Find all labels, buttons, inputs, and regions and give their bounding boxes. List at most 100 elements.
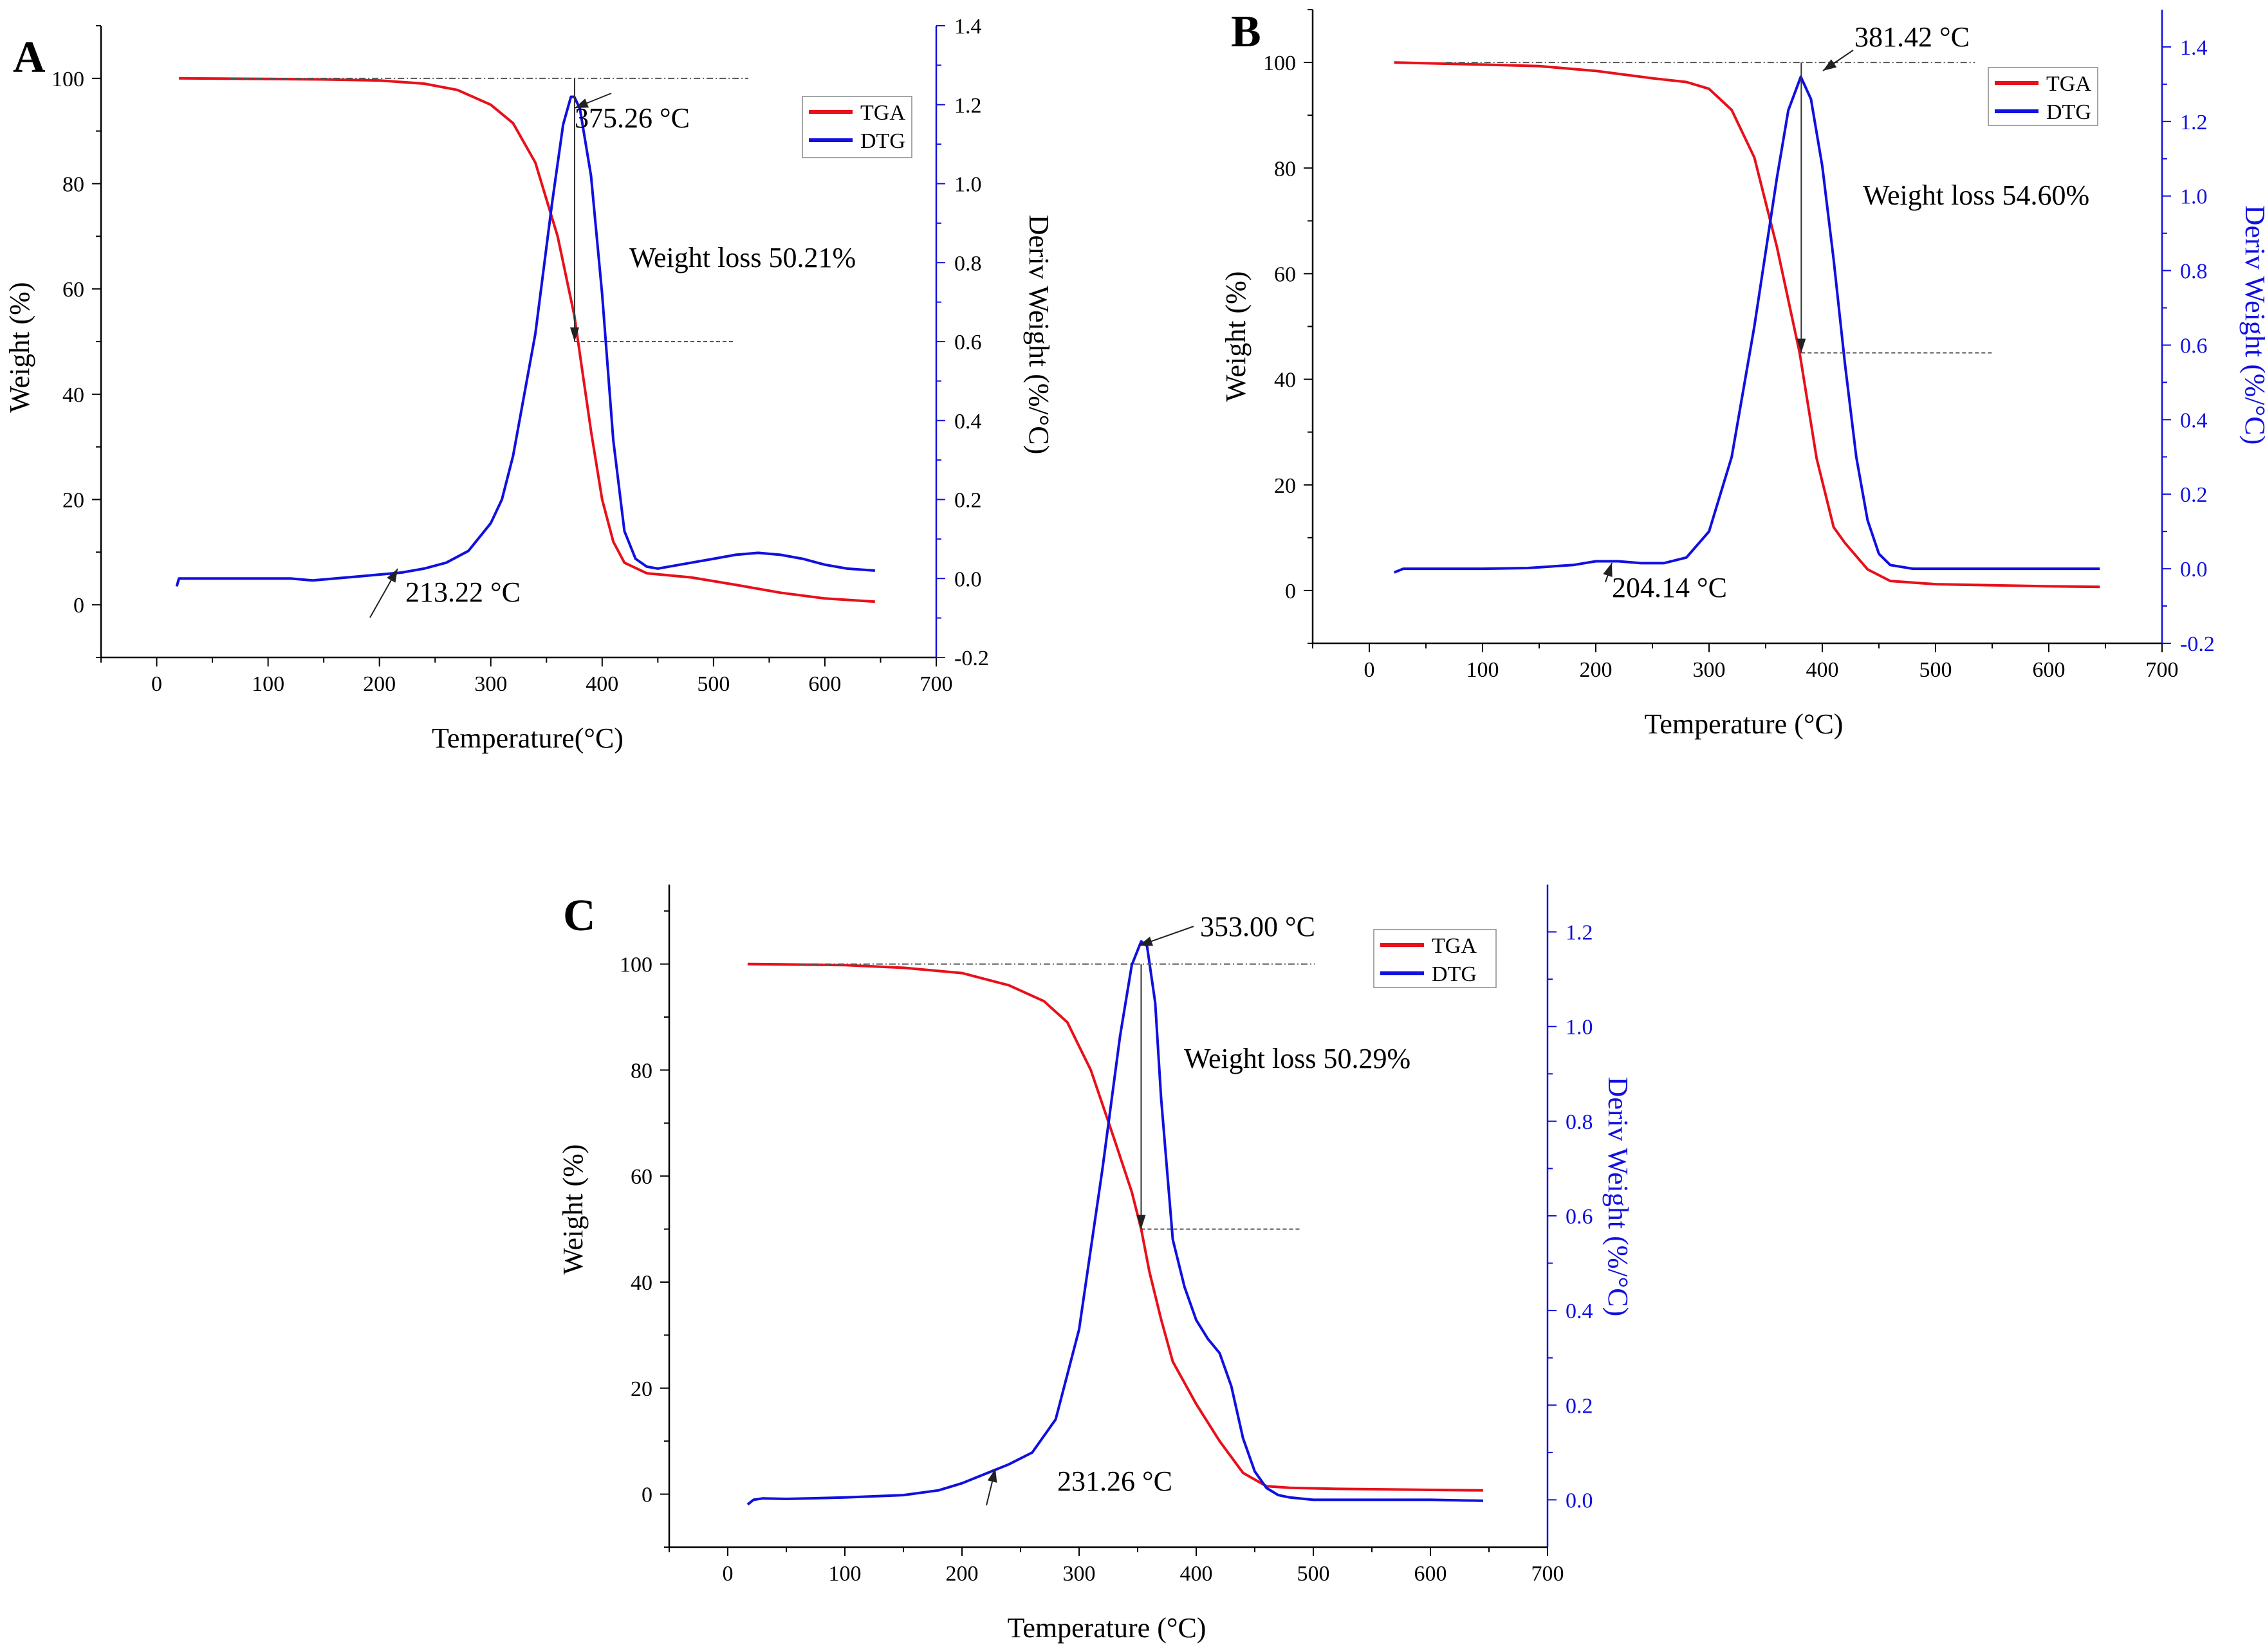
y-tick-label: 60 [62, 278, 84, 302]
y2-tick-label: 0.4 [2180, 408, 2208, 432]
y2-tick-label: 0.8 [2180, 260, 2208, 284]
y2-tick-label: 1.2 [954, 94, 982, 118]
y-tick-label: 0 [1285, 580, 1296, 603]
legend-label-tga: TGA [1432, 934, 1477, 958]
onset-arrow-head [987, 1469, 997, 1483]
x-tick-label: 600 [1414, 1562, 1447, 1586]
weight-loss-label: Weight loss 50.29% [1184, 1043, 1410, 1074]
y2-tick-label: -0.2 [2180, 632, 2215, 656]
y-tick-label: 40 [1274, 369, 1296, 392]
tga-series-line [1394, 61, 2100, 589]
y2-tick-label: 0.4 [1566, 1299, 1593, 1323]
y-tick-label: 60 [631, 1165, 652, 1189]
panel-b: 0 100 200 300 400 500 600 700 0 20 40 60 80 100 -0.2 0.… [1220, 7, 2265, 740]
y-tick-label: 80 [1274, 157, 1296, 181]
y-tick-label: 20 [631, 1377, 652, 1401]
x-tick-label: 500 [697, 672, 730, 696]
weight-loss-arrow-head [1797, 338, 1806, 353]
y2-axis-title: Deriv Weight (%/°C) [1602, 1077, 1634, 1317]
y-tick-label: 20 [1274, 474, 1296, 498]
peak-temperature-label: 375.26 °C [575, 102, 690, 134]
legend-label-tga: TGA [2046, 72, 2091, 96]
peak-temperature-label: 353.00 °C [1200, 911, 1315, 942]
y-axis-title: Weight (%) [1220, 271, 1252, 402]
y2-tick-label: 1.0 [2180, 185, 2208, 209]
y-tick-label: 40 [62, 383, 84, 407]
dtg-series-line [1393, 75, 2100, 574]
x-tick-label: 200 [946, 1562, 979, 1586]
x-tick-label: 600 [2033, 658, 2066, 682]
weight-loss-arrow-head [1136, 1215, 1146, 1229]
y-tick-label: 40 [631, 1271, 652, 1295]
panel-letter: C [563, 891, 596, 941]
y-tick-label: 20 [62, 489, 84, 513]
y2-tick-label: 1.4 [2180, 36, 2208, 60]
y2-tick-label: 0.6 [2180, 334, 2208, 358]
x-tick-label: 600 [808, 672, 841, 696]
panel-a: 0 100 200 300 400 500 600 700 0 20 40 60 80 100 -0.2 0.… [4, 15, 1055, 754]
onset-arrow-head [387, 569, 398, 583]
x-tick-label: 300 [1693, 658, 1726, 682]
x-axis-title: Temperature (°C) [1008, 1612, 1206, 1644]
y2-tick-label: 0.2 [954, 489, 982, 513]
x-tick-label: 200 [363, 672, 396, 696]
legend-box [1373, 929, 1497, 988]
weight-loss-label: Weight loss 54.60% [1863, 179, 2089, 211]
x-tick-label: 100 [1466, 658, 1499, 682]
dtg-series-line [746, 940, 1483, 1506]
x-axis-title: Temperature(°C) [432, 722, 624, 754]
x-tick-label: 500 [1919, 658, 1952, 682]
y-tick-label: 100 [1263, 51, 1296, 75]
y-tick-label: 0 [73, 594, 84, 618]
y2-tick-label: 0.0 [2180, 558, 2208, 582]
y-tick-label: 80 [631, 1059, 652, 1083]
legend: TGA DTG [1988, 67, 2098, 126]
onset-temperature-label: 231.26 °C [1057, 1465, 1172, 1497]
x-tick-label: 400 [1180, 1562, 1213, 1586]
dtg-series-line [175, 95, 875, 587]
panel-letter: B [1231, 7, 1261, 57]
peak-arrow-head [1823, 59, 1837, 71]
x-tick-label: 300 [1063, 1562, 1096, 1586]
y-axis-title: Weight (%) [557, 1144, 589, 1275]
panel-letter: A [13, 33, 46, 82]
x-tick-label: 100 [252, 672, 284, 696]
y2-tick-label: 1.2 [2180, 111, 2208, 134]
legend: TGA DTG [1373, 929, 1497, 988]
x-tick-label: 0 [1364, 658, 1375, 682]
x-tick-label: 700 [1531, 1562, 1564, 1586]
peak-arrow-head [1139, 937, 1153, 946]
weight-loss-arrow-head [569, 327, 579, 342]
peak-arrow-head [575, 98, 589, 108]
x-tick-label: 0 [723, 1562, 734, 1586]
onset-arrow-head [1603, 563, 1613, 577]
y-tick-label: 100 [620, 953, 652, 977]
y-tick-label: 0 [642, 1483, 652, 1507]
legend-label-tga: TGA [860, 101, 905, 125]
y2-axis-title: Deriv Weight (%/°C) [1023, 215, 1055, 455]
x-tick-label: 700 [2146, 658, 2179, 682]
y2-tick-label: 0.0 [954, 567, 982, 591]
legend-label-dtg: DTG [860, 129, 905, 153]
x-tick-label: 200 [1580, 658, 1613, 682]
tga-series-line [747, 962, 1483, 1492]
y2-tick-label: 0.6 [1566, 1205, 1593, 1229]
y2-tick-label: 0.2 [1566, 1394, 1593, 1418]
onset-temperature-label: 213.22 °C [405, 576, 521, 608]
y-tick-label: 60 [1274, 262, 1296, 286]
legend: TGA DTG [802, 96, 912, 158]
y2-tick-label: 0.0 [1566, 1489, 1593, 1512]
y2-tick-label: 0.4 [954, 410, 982, 434]
weight-loss-label: Weight loss 50.21% [629, 242, 856, 273]
y2-tick-label: 0.8 [954, 252, 982, 275]
y-tick-label: 80 [62, 173, 84, 197]
y-axis-title: Weight (%) [4, 282, 35, 413]
y2-tick-label: 1.4 [954, 15, 982, 39]
x-tick-label: 400 [1806, 658, 1839, 682]
y2-tick-label: -0.2 [954, 647, 989, 670]
legend-box [802, 96, 912, 158]
x-tick-label: 500 [1297, 1562, 1330, 1586]
y2-tick-label: 1.0 [954, 173, 982, 197]
panel-c: 0 100 200 300 400 500 600 700 0 20 40 60 80 100 0.0 0.2… [557, 885, 1634, 1644]
y2-tick-label: 0.8 [1566, 1110, 1593, 1134]
